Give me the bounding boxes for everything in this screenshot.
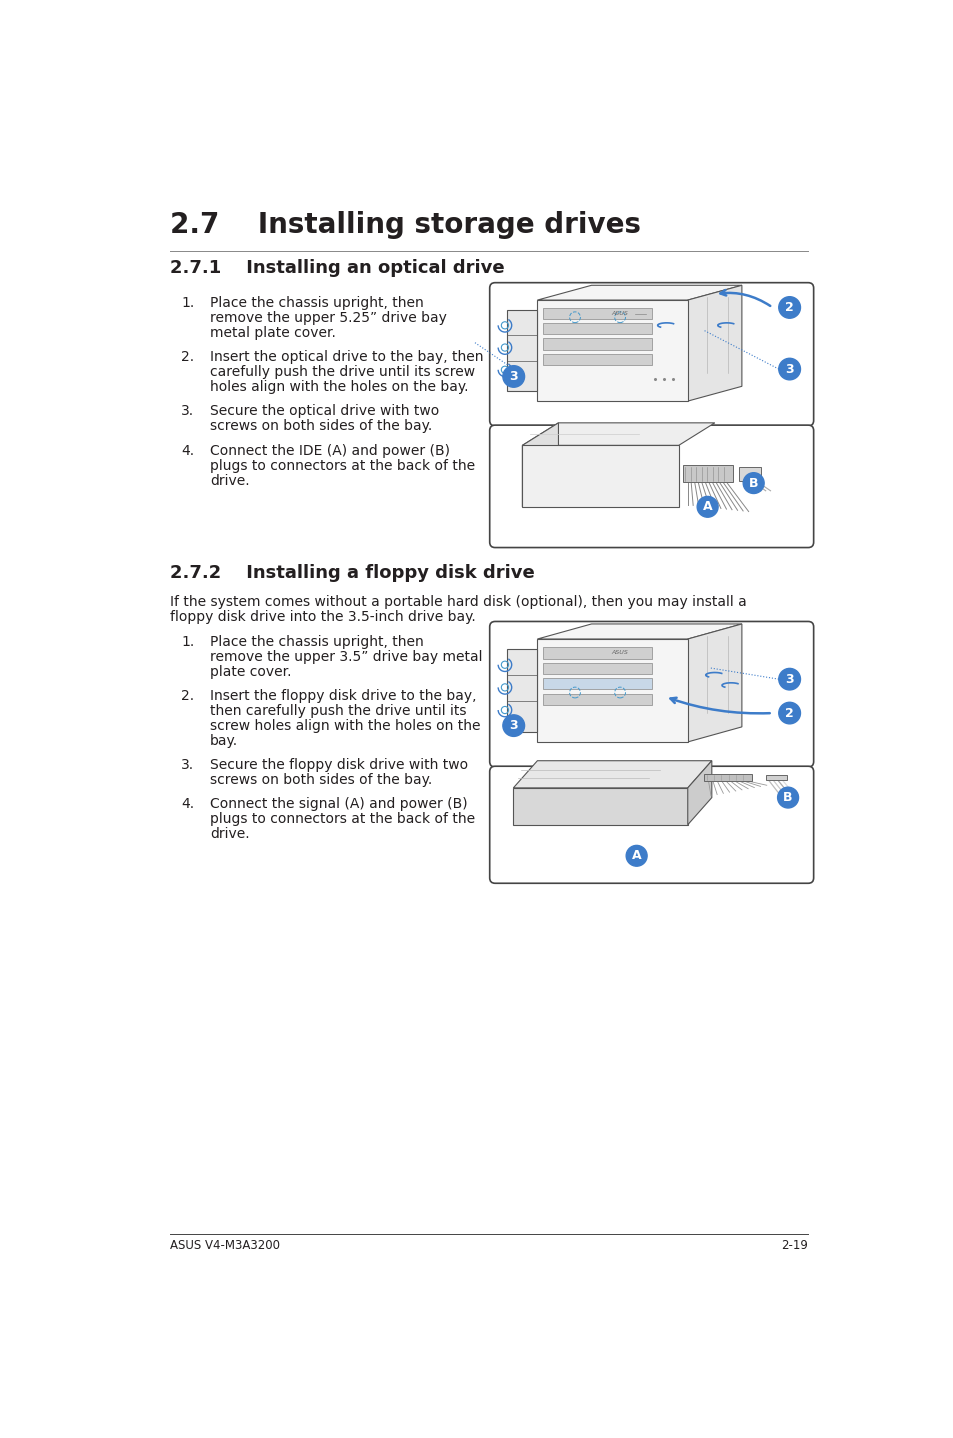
Text: ASUS: ASUS	[611, 650, 628, 654]
Text: Insert the floppy disk drive to the bay,: Insert the floppy disk drive to the bay,	[210, 689, 476, 703]
Polygon shape	[507, 650, 537, 732]
Text: 2.: 2.	[181, 349, 194, 364]
Text: screws on both sides of the bay.: screws on both sides of the bay.	[210, 774, 432, 787]
Polygon shape	[537, 638, 687, 742]
Text: then carefully push the drive until its: then carefully push the drive until its	[210, 703, 466, 718]
Text: 3.: 3.	[181, 758, 194, 772]
Text: 3: 3	[509, 719, 517, 732]
Bar	[543, 354, 651, 365]
Text: plugs to connectors at the back of the: plugs to connectors at the back of the	[210, 812, 475, 827]
Text: 4.: 4.	[181, 443, 194, 457]
Circle shape	[742, 473, 763, 493]
Text: Insert the optical drive to the bay, then: Insert the optical drive to the bay, the…	[210, 349, 483, 364]
Text: remove the upper 5.25” drive bay: remove the upper 5.25” drive bay	[210, 311, 446, 325]
Text: B: B	[782, 791, 792, 804]
Text: If the system comes without a portable hard disk (optional), then you may instal: If the system comes without a portable h…	[170, 594, 745, 608]
Text: Place the chassis upright, then: Place the chassis upright, then	[210, 634, 423, 649]
Bar	[543, 647, 651, 659]
Polygon shape	[522, 446, 678, 506]
Text: plugs to connectors at the back of the: plugs to connectors at the back of the	[210, 459, 475, 473]
Text: 4.: 4.	[181, 798, 194, 811]
Polygon shape	[537, 624, 741, 638]
Text: Secure the optical drive with two: Secure the optical drive with two	[210, 404, 438, 418]
FancyBboxPatch shape	[489, 426, 813, 548]
Bar	[703, 774, 752, 781]
Circle shape	[778, 296, 800, 318]
Bar	[765, 775, 786, 781]
Text: holes align with the holes on the bay.: holes align with the holes on the bay.	[210, 380, 468, 394]
Bar	[738, 467, 760, 480]
Polygon shape	[537, 285, 741, 301]
Bar	[682, 464, 732, 482]
Text: 3: 3	[509, 370, 517, 383]
Text: 3.: 3.	[181, 404, 194, 418]
Text: 2: 2	[784, 301, 793, 313]
Bar	[543, 324, 651, 335]
Text: plate cover.: plate cover.	[210, 664, 291, 679]
Bar	[543, 338, 651, 349]
Text: 2.7.2    Installing a floppy disk drive: 2.7.2 Installing a floppy disk drive	[170, 564, 534, 582]
Text: carefully push the drive until its screw: carefully push the drive until its screw	[210, 365, 475, 380]
Circle shape	[502, 715, 524, 736]
Text: 2: 2	[784, 706, 793, 719]
Bar	[543, 663, 651, 674]
Polygon shape	[522, 423, 714, 446]
FancyBboxPatch shape	[489, 283, 813, 426]
Bar	[543, 679, 651, 689]
Text: Connect the signal (A) and power (B): Connect the signal (A) and power (B)	[210, 798, 467, 811]
Polygon shape	[687, 624, 741, 742]
Text: 1.: 1.	[181, 296, 194, 309]
Circle shape	[778, 669, 800, 690]
Circle shape	[778, 358, 800, 380]
Circle shape	[778, 702, 800, 723]
Text: 3: 3	[784, 362, 793, 375]
Text: 2.: 2.	[181, 689, 194, 703]
Circle shape	[777, 787, 798, 808]
Text: Secure the floppy disk drive with two: Secure the floppy disk drive with two	[210, 758, 468, 772]
Circle shape	[697, 496, 718, 518]
Polygon shape	[513, 761, 711, 788]
Polygon shape	[687, 285, 741, 401]
Circle shape	[502, 365, 524, 387]
Text: 3: 3	[784, 673, 793, 686]
Text: drive.: drive.	[210, 827, 250, 841]
Text: metal plate cover.: metal plate cover.	[210, 326, 335, 339]
Text: A: A	[631, 850, 640, 863]
Bar	[543, 693, 651, 705]
FancyBboxPatch shape	[489, 621, 813, 766]
Circle shape	[625, 846, 646, 866]
FancyBboxPatch shape	[489, 766, 813, 883]
Text: ASUS V4-M3A3200: ASUS V4-M3A3200	[170, 1240, 279, 1252]
Text: 2.7    Installing storage drives: 2.7 Installing storage drives	[170, 211, 640, 239]
Bar	[543, 308, 651, 319]
Text: 1.: 1.	[181, 634, 194, 649]
Polygon shape	[537, 301, 687, 401]
Text: 2.7.1    Installing an optical drive: 2.7.1 Installing an optical drive	[170, 259, 504, 276]
Polygon shape	[513, 788, 687, 825]
Text: screws on both sides of the bay.: screws on both sides of the bay.	[210, 420, 432, 433]
Text: B: B	[748, 476, 758, 489]
Text: Connect the IDE (A) and power (B): Connect the IDE (A) and power (B)	[210, 443, 450, 457]
Text: A: A	[702, 500, 712, 513]
Text: drive.: drive.	[210, 473, 250, 487]
Text: remove the upper 3.5” drive bay metal: remove the upper 3.5” drive bay metal	[210, 650, 482, 663]
Text: screw holes align with the holes on the: screw holes align with the holes on the	[210, 719, 480, 733]
Polygon shape	[507, 311, 537, 391]
Text: bay.: bay.	[210, 733, 238, 748]
Polygon shape	[522, 423, 558, 506]
Text: Place the chassis upright, then: Place the chassis upright, then	[210, 296, 423, 309]
Text: 2-19: 2-19	[781, 1240, 807, 1252]
Text: floppy disk drive into the 3.5-inch drive bay.: floppy disk drive into the 3.5-inch driv…	[170, 610, 475, 624]
Text: ASUS: ASUS	[611, 311, 628, 316]
Polygon shape	[687, 761, 711, 825]
